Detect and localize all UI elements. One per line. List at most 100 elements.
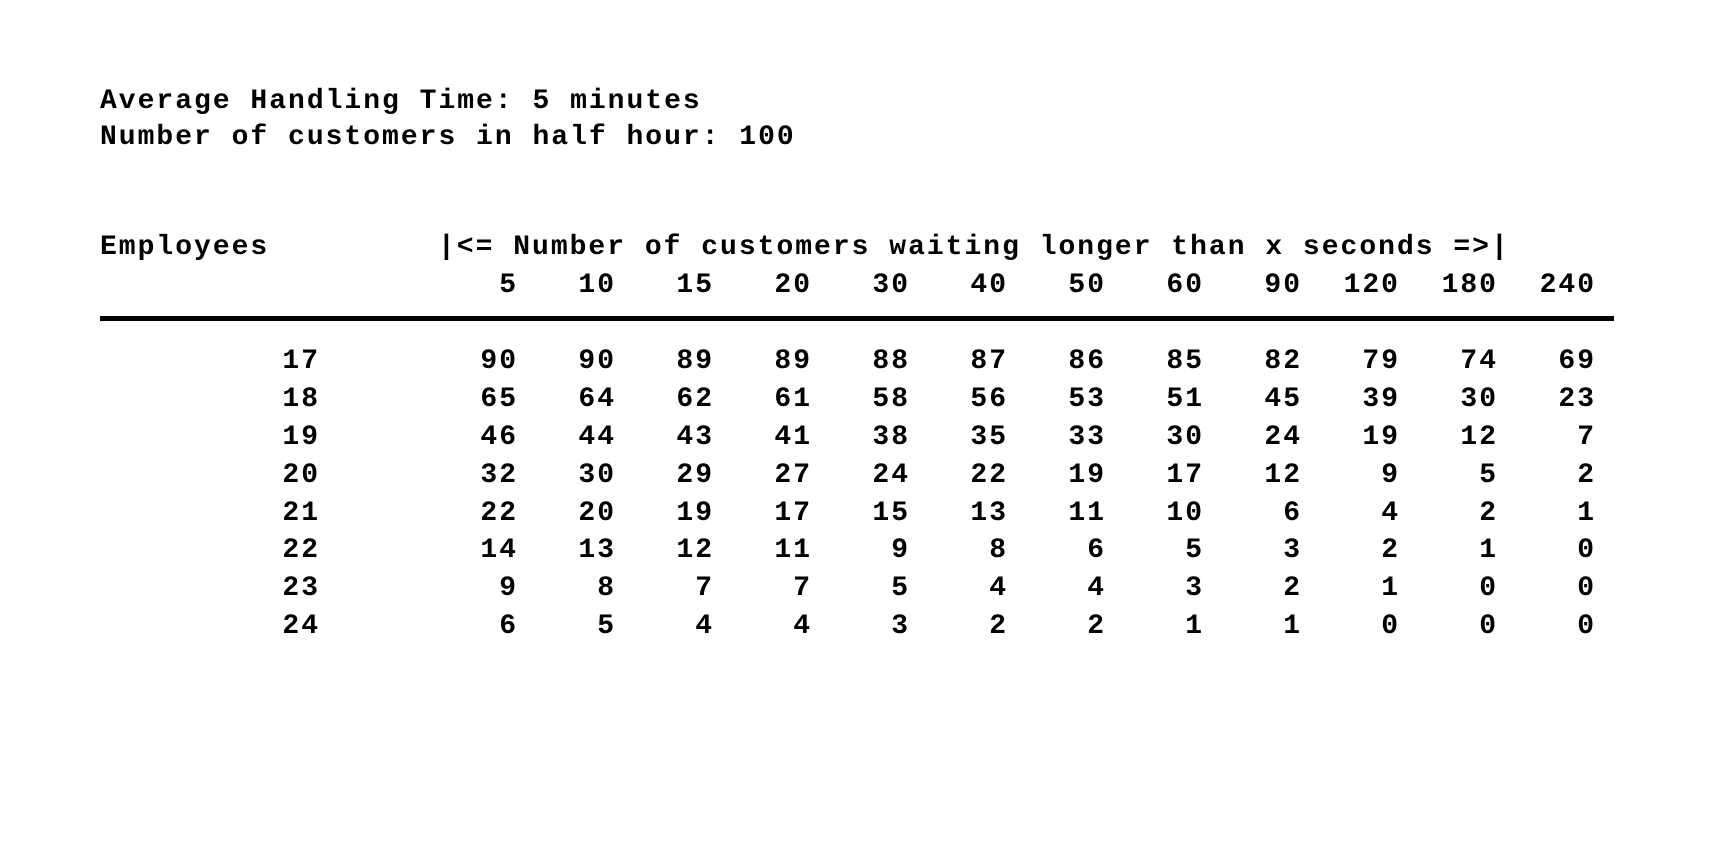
value-cell: 90 [536,319,634,381]
value-cell: 5 [1418,457,1516,495]
value-cell: 89 [634,319,732,381]
value-cell: 2 [1222,570,1320,608]
value-cell: 11 [1026,495,1124,533]
seconds-header: 15 [634,267,732,317]
gap-cell [320,319,438,381]
gap-cell [320,532,438,570]
value-cell: 62 [634,381,732,419]
gap-cell [320,570,438,608]
gap-cell [320,457,438,495]
value-cell: 0 [1516,532,1614,570]
value-cell: 0 [1418,608,1516,646]
value-cell: 2 [1320,532,1418,570]
seconds-header: 240 [1516,267,1614,317]
gap-cell [320,267,438,317]
value-cell: 0 [1516,570,1614,608]
value-cell: 14 [438,532,536,570]
value-cell: 23 [1516,381,1614,419]
value-cell: 12 [1418,419,1516,457]
wait-time-table: Employees |<= Number of customers waitin… [100,229,1614,646]
value-cell: 33 [1026,419,1124,457]
value-cell: 11 [732,532,830,570]
value-cell: 2 [928,608,1026,646]
seconds-header: 60 [1124,267,1222,317]
seconds-header: 20 [732,267,830,317]
value-cell: 5 [536,608,634,646]
employees-cell: 20 [100,457,320,495]
value-cell: 85 [1124,319,1222,381]
value-cell: 8 [536,570,634,608]
value-cell: 44 [536,419,634,457]
value-cell: 4 [634,608,732,646]
value-cell: 69 [1516,319,1614,381]
value-cell: 4 [732,608,830,646]
value-cell: 19 [1026,457,1124,495]
seconds-header: 40 [928,267,1026,317]
value-cell: 46 [438,419,536,457]
value-cell: 24 [830,457,928,495]
value-cell: 24 [1222,419,1320,457]
value-cell: 29 [634,457,732,495]
seconds-header: 50 [1026,267,1124,317]
value-cell: 7 [1516,419,1614,457]
seconds-header: 30 [830,267,928,317]
value-cell: 19 [1320,419,1418,457]
value-cell: 19 [634,495,732,533]
table-row: 21 22 20 19 17 15 13 11 10 6 4 2 1 [100,495,1614,533]
value-cell: 9 [1320,457,1418,495]
value-cell: 7 [732,570,830,608]
value-cell: 1 [1222,608,1320,646]
value-cell: 9 [438,570,536,608]
value-cell: 13 [928,495,1026,533]
value-cell: 35 [928,419,1026,457]
value-cell: 89 [732,319,830,381]
value-cell: 30 [1418,381,1516,419]
value-cell: 90 [438,319,536,381]
employees-cell: 19 [100,419,320,457]
value-cell: 1 [1516,495,1614,533]
value-cell: 13 [536,532,634,570]
value-cell: 1 [1418,532,1516,570]
value-cell: 30 [536,457,634,495]
value-cell: 22 [928,457,1026,495]
value-cell: 5 [1124,532,1222,570]
value-cell: 17 [1124,457,1222,495]
value-cell: 1 [1124,608,1222,646]
value-cell: 4 [1320,495,1418,533]
gap-cell [320,419,438,457]
value-cell: 5 [830,570,928,608]
table-row: 19 46 44 43 41 38 35 33 30 24 19 12 7 [100,419,1614,457]
value-cell: 38 [830,419,928,457]
value-cell: 2 [1026,608,1124,646]
value-cell: 88 [830,319,928,381]
value-cell: 15 [830,495,928,533]
table-row: 24 6 5 4 4 3 2 2 1 1 0 0 0 [100,608,1614,646]
employees-cell: 21 [100,495,320,533]
page-root: Average Handling Time: 5 minutes Number … [0,0,1711,646]
value-cell: 4 [1026,570,1124,608]
seconds-header: 120 [1320,267,1418,317]
value-cell: 61 [732,381,830,419]
value-cell: 74 [1418,319,1516,381]
table-row: 22 14 13 12 11 9 8 6 5 3 2 1 0 [100,532,1614,570]
value-cell: 6 [1026,532,1124,570]
gap-cell [320,229,438,267]
value-cell: 64 [536,381,634,419]
header-line-2: Number of customers in half hour: 100 [100,120,1611,156]
value-cell: 3 [830,608,928,646]
value-cell: 86 [1026,319,1124,381]
table-row: 20 32 30 29 27 24 22 19 17 12 9 5 2 [100,457,1614,495]
value-cell: 30 [1124,419,1222,457]
value-cell: 9 [830,532,928,570]
value-cell: 0 [1516,608,1614,646]
table-body: 17 90 90 89 89 88 87 86 85 82 79 74 69 1… [100,319,1614,646]
value-cell: 12 [1222,457,1320,495]
employees-cell: 18 [100,381,320,419]
header-line-1: Average Handling Time: 5 minutes [100,84,1611,120]
value-cell: 17 [732,495,830,533]
header-block: Average Handling Time: 5 minutes Number … [100,84,1611,157]
table-row: 18 65 64 62 61 58 56 53 51 45 39 30 23 [100,381,1614,419]
value-cell: 6 [438,608,536,646]
employees-cell: 23 [100,570,320,608]
value-cell: 0 [1418,570,1516,608]
